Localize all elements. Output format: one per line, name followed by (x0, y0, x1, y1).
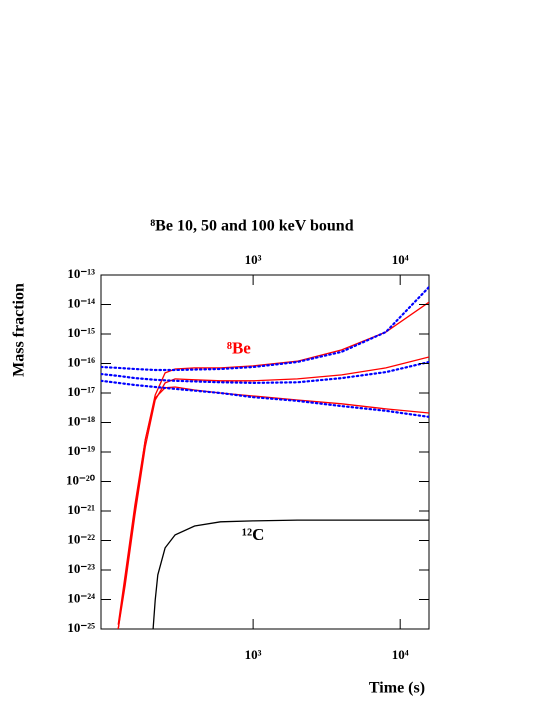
series-line (117, 356, 429, 629)
y-tick-label: 10⁻¹⁴ (67, 295, 95, 310)
y-tick-label: 10⁻²⁵ (67, 620, 95, 635)
x-tick-label-top: 10⁴ (392, 252, 409, 267)
series-line (101, 379, 429, 418)
annotation: ¹²C (242, 525, 264, 544)
x-axis-label: Time (s) (369, 680, 425, 697)
y-tick-label: 10⁻¹⁹ (67, 443, 95, 458)
y-tick-label: 10⁻¹⁶ (67, 354, 95, 369)
x-tick-label-top: 10³ (245, 252, 262, 267)
y-tick-label: 10⁻²⁴ (67, 590, 95, 605)
y-tick-label: 10⁻¹⁷ (67, 384, 95, 399)
series-line (117, 386, 429, 625)
x-tick-label: 10³ (245, 647, 262, 662)
y-axis-label: Mass fraction (11, 283, 28, 377)
series-line (117, 301, 429, 629)
series-line (101, 360, 429, 385)
chart-title: ⁸Be 10, 50 and 100 keV bound (150, 218, 353, 235)
y-tick-label: 10⁻¹³ (67, 266, 95, 281)
y-tick-label: 10⁻²³ (67, 561, 95, 576)
y-tick-label: 10⁻²² (67, 531, 95, 546)
y-tick-label: 10⁻²¹ (67, 502, 95, 517)
curves (101, 286, 429, 629)
annotation: ⁸Be (227, 338, 251, 357)
y-tick-label: 10⁻¹⁸ (67, 413, 95, 428)
x-tick-label: 10⁴ (392, 647, 409, 662)
y-tick-label: 10⁻²⁰ (66, 472, 96, 487)
y-tick-label: 10⁻¹⁵ (67, 325, 95, 340)
plot-frame (100, 274, 430, 630)
series-line (101, 286, 429, 372)
series-line (152, 519, 429, 629)
